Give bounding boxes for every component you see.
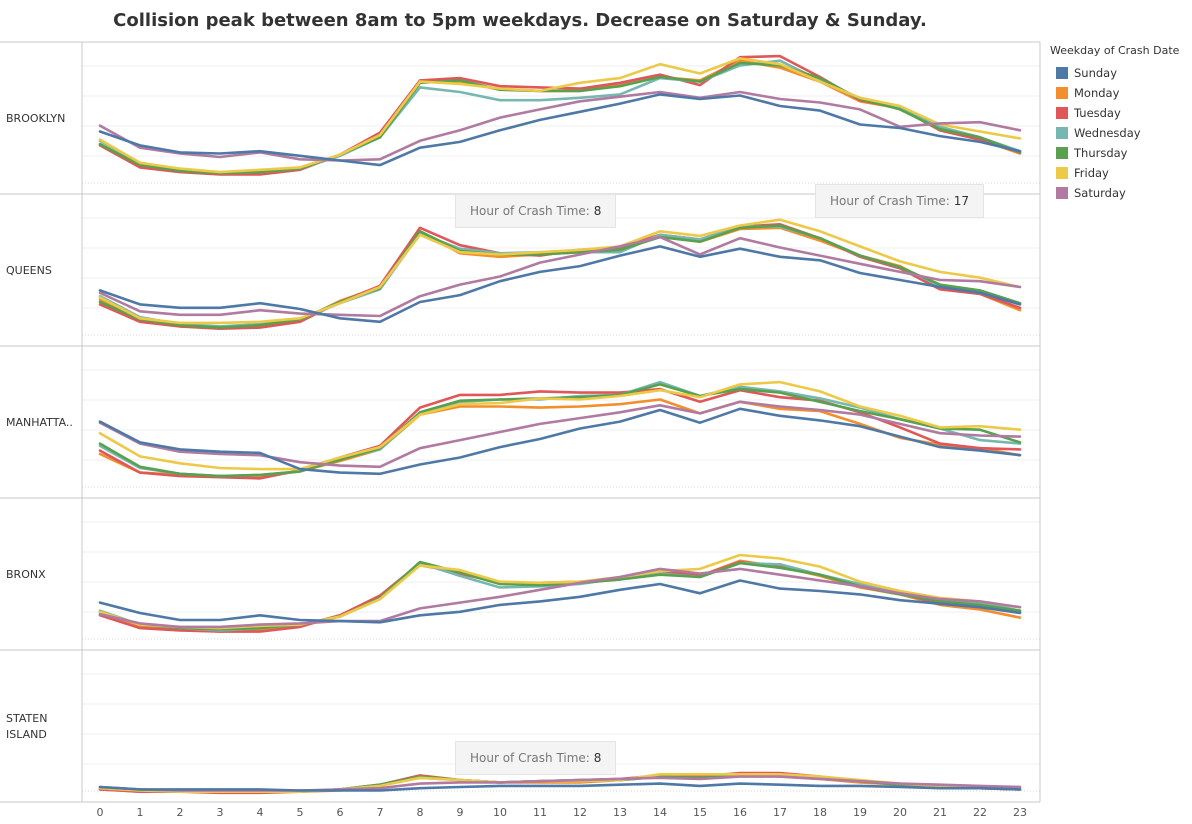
x-tick-label: 11 <box>533 806 547 819</box>
series-line-queens-saturday[interactable] <box>98 235 1022 318</box>
series-line-staten-island-sunday[interactable] <box>98 782 1022 792</box>
x-tick-label: 20 <box>893 806 907 819</box>
tooltip-value: 8 <box>593 204 602 218</box>
x-axis-ticks: 0 1 2 3 4 5 6 7 8 9 10 11 12 13 14 15 16 17 18 19 20 21 22 23 <box>97 806 1028 819</box>
x-tick-label: 14 <box>653 806 667 819</box>
series-line-brooklyn-saturday[interactable] <box>98 90 1022 162</box>
legend-label-tuesday: Tuesday <box>1074 106 1121 120</box>
legend-swatch-sunday <box>1056 67 1068 79</box>
legend-label-sunday: Sunday <box>1074 66 1118 80</box>
line-chart: BROOKLYN QUEENS MANHATTA.. BRONX STATEN ISLAN… <box>0 41 1041 819</box>
x-tick-label: 19 <box>853 806 867 819</box>
legend-swatch-tuesday <box>1056 107 1068 119</box>
x-tick-label: 2 <box>177 806 184 819</box>
chart-title: Collision peak between 8am to 5pm weekda… <box>113 10 927 31</box>
tooltip-staten-island-8: Hour of Crash Time: 8 <box>455 741 617 775</box>
legend-label-thursday: Thursday <box>1074 146 1128 160</box>
tooltip-label: Hour of Crash Time: <box>470 751 590 765</box>
series-line-manhatta-friday[interactable] <box>98 380 1022 471</box>
legend-item-sunday[interactable]: Sunday <box>1050 63 1192 83</box>
legend-item-wednesday[interactable]: Wednesday <box>1050 123 1192 143</box>
legend-item-friday[interactable]: Friday <box>1050 163 1192 183</box>
x-tick-label: 16 <box>733 806 747 819</box>
series-line-manhatta-saturday[interactable] <box>98 400 1022 469</box>
legend-title: Weekday of Crash Date <box>1050 44 1180 57</box>
legend-label-monday: Monday <box>1074 86 1120 100</box>
x-tick-label: 4 <box>257 806 264 819</box>
legend-swatch-thursday <box>1056 147 1068 159</box>
x-tick-label: 7 <box>377 806 384 819</box>
row-labels: BROOKLYN QUEENS MANHATTA.. BRONX STATEN ISLAN… <box>6 112 73 741</box>
legend: Weekday of Crash Date Sunday Monday Tues… <box>1050 44 1192 203</box>
row-label-staten-island: STATEN ISLAND <box>6 712 47 741</box>
row-label-brooklyn: BROOKLYN <box>6 112 65 125</box>
tooltip-queens-8: Hour of Crash Time: 8 <box>455 194 617 228</box>
legend-label-friday: Friday <box>1074 166 1109 180</box>
legend-label-saturday: Saturday <box>1074 186 1126 200</box>
x-tick-label: 8 <box>417 806 424 819</box>
series-line-bronx-sunday[interactable] <box>98 579 1022 624</box>
x-tick-label: 15 <box>693 806 707 819</box>
legend-item-monday[interactable]: Monday <box>1050 83 1192 103</box>
row-label-bronx: BRONX <box>6 568 46 581</box>
x-tick-label: 3 <box>217 806 224 819</box>
series-line-queens-sunday[interactable] <box>98 245 1022 324</box>
x-tick-label: 21 <box>933 806 947 819</box>
tooltip-label: Hour of Crash Time: <box>830 194 950 208</box>
x-tick-label: 18 <box>813 806 827 819</box>
legend-item-saturday[interactable]: Saturday <box>1050 183 1192 203</box>
series-line-manhatta-wednesday[interactable] <box>98 380 1022 478</box>
tooltip-label: Hour of Crash Time: <box>470 204 590 218</box>
x-tick-label: 22 <box>973 806 987 819</box>
tooltip-queens-17: Hour of Crash Time: 17 <box>815 184 984 218</box>
x-tick-label: 13 <box>613 806 627 819</box>
series-line-queens-thursday[interactable] <box>98 224 1022 329</box>
series-line-brooklyn-friday[interactable] <box>98 57 1022 174</box>
legend-swatch-monday <box>1056 87 1068 99</box>
series-line-bronx-saturday[interactable] <box>98 567 1022 629</box>
legend-swatch-wednesday <box>1056 127 1068 139</box>
tooltip-value: 8 <box>593 751 602 765</box>
row-label-manhatta: MANHATTA.. <box>6 416 73 429</box>
legend-label-wednesday: Wednesday <box>1074 126 1141 140</box>
series-lines <box>98 54 1022 795</box>
x-tick-label: 1 <box>137 806 144 819</box>
series-line-queens-friday[interactable] <box>98 218 1022 325</box>
legend-item-thursday[interactable]: Thursday <box>1050 143 1192 163</box>
x-tick-label: 12 <box>573 806 587 819</box>
x-tick-label: 23 <box>1013 806 1027 819</box>
x-tick-label: 0 <box>97 806 104 819</box>
x-tick-label: 9 <box>457 806 464 819</box>
series-line-manhatta-sunday[interactable] <box>98 407 1022 476</box>
x-tick-label: 17 <box>773 806 787 819</box>
series-line-brooklyn-thursday[interactable] <box>98 61 1022 175</box>
tooltip-value: 17 <box>953 194 969 208</box>
row-label-queens: QUEENS <box>6 264 52 277</box>
x-tick-label: 10 <box>493 806 507 819</box>
x-tick-label: 5 <box>297 806 304 819</box>
x-tick-label: 6 <box>337 806 344 819</box>
legend-swatch-saturday <box>1056 187 1068 199</box>
series-line-brooklyn-sunday[interactable] <box>98 93 1022 167</box>
series-line-bronx-monday[interactable] <box>98 559 1022 633</box>
legend-item-tuesday[interactable]: Tuesday <box>1050 103 1192 123</box>
legend-swatch-friday <box>1056 167 1068 179</box>
